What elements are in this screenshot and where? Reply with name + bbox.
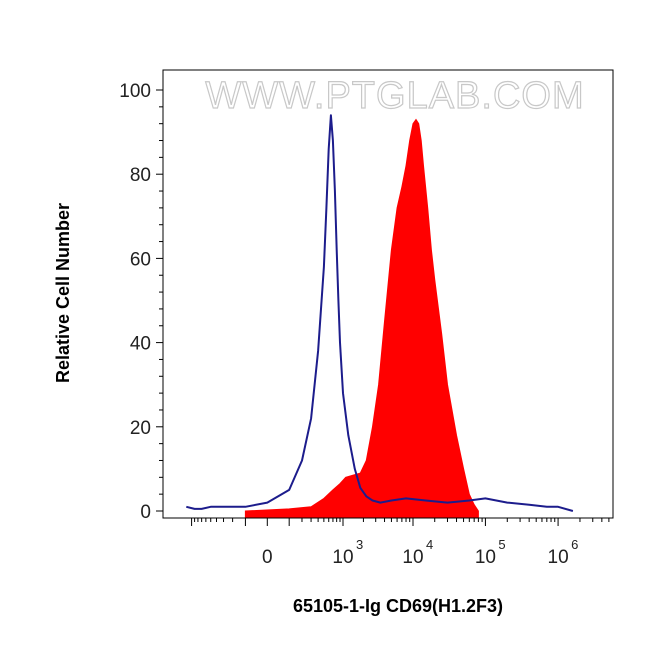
- series-outline-histogram: [186, 114, 574, 512]
- y-tick-label: 40: [130, 334, 151, 355]
- series-filled-histogram: [244, 118, 479, 519]
- watermark-text: WWW.PTGLAB.COM: [205, 75, 584, 117]
- x-tick-label: 10: [402, 547, 423, 568]
- y-tick-label: 100: [119, 81, 151, 102]
- plot-frame: [162, 69, 614, 519]
- x-tick-label: 10: [332, 547, 353, 568]
- x-tick-label: 10: [475, 547, 496, 568]
- x-tick-exponent: 5: [498, 537, 505, 552]
- x-axis-title: 65105-1-Ig CD69(H1.2F3): [293, 596, 503, 616]
- y-tick-label: 0: [140, 502, 151, 523]
- x-tick-exponent: 3: [356, 537, 363, 552]
- x-tick-exponent: 6: [571, 537, 578, 552]
- y-tick-label: 60: [130, 249, 151, 270]
- y-tick-label: 20: [130, 418, 151, 439]
- y-axis-title: Relative Cell Number: [53, 203, 73, 383]
- x-tick-label: 0: [262, 547, 273, 568]
- y-tick-label: 80: [130, 165, 151, 186]
- x-tick-label: 10: [548, 547, 569, 568]
- y-axis-ticks: 0 20 40 60 80 100: [119, 81, 163, 523]
- x-tick-exponent: 4: [426, 537, 433, 552]
